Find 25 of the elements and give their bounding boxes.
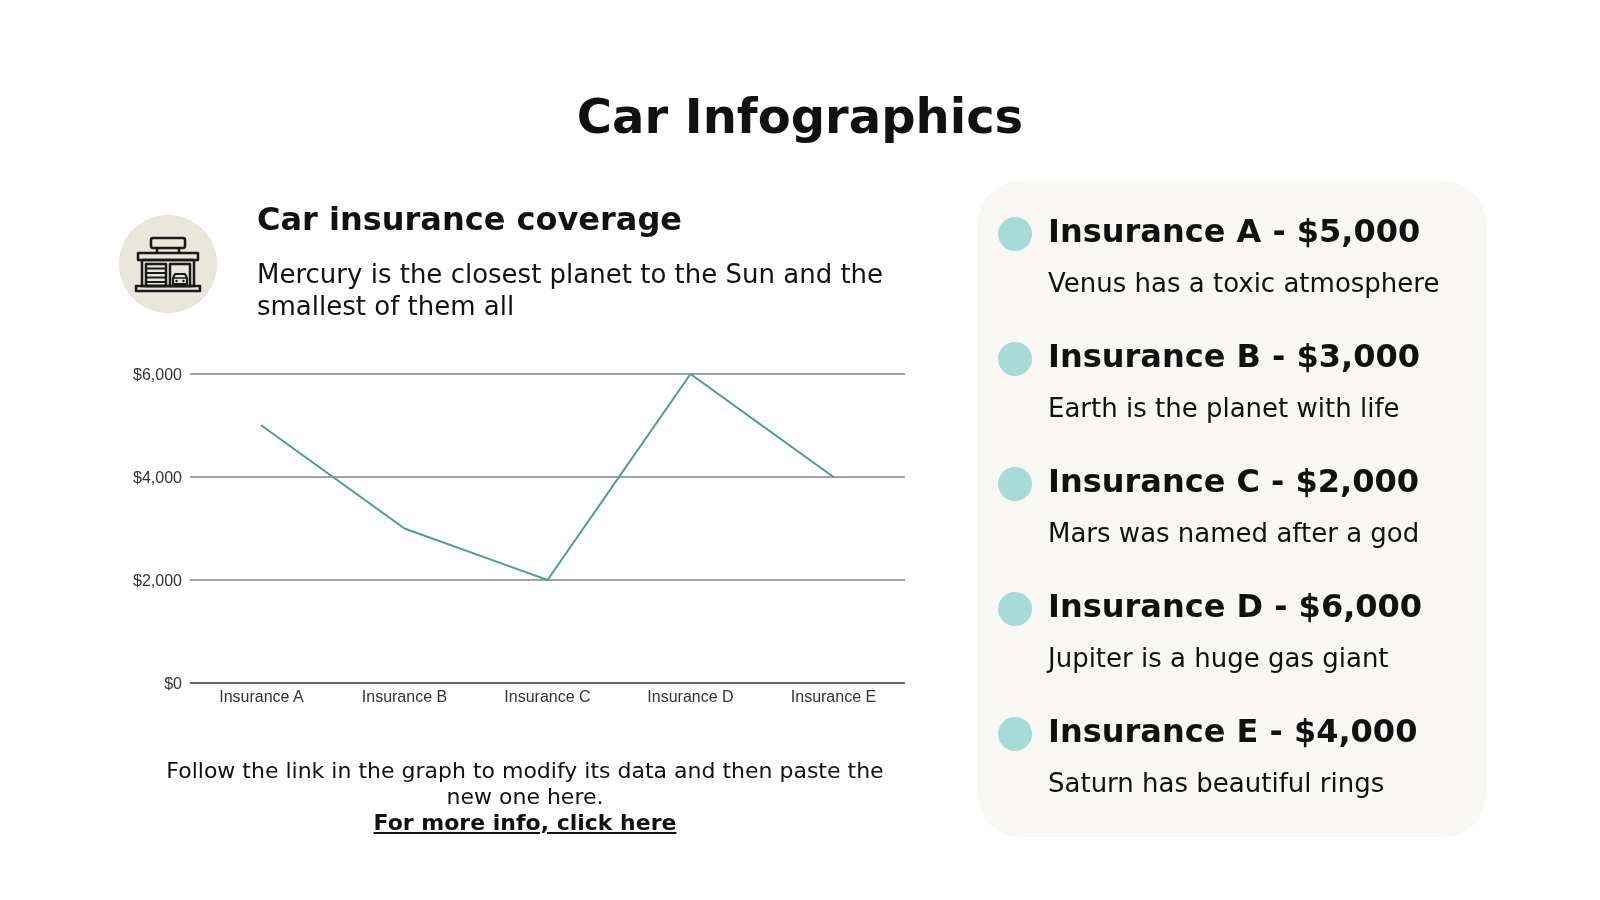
text: Jupiter is a huge gas giant	[1048, 642, 1389, 674]
y-tick-label: $0	[164, 674, 183, 692]
text: Insurance D - $6,000	[1048, 586, 1423, 627]
x-tick-label: Insurance C	[504, 688, 591, 706]
x-tick-label: Insurance E	[790, 688, 877, 706]
text: Insurance C - $2,000	[1048, 461, 1420, 502]
text: Mercury is the closest planet to the Sun and the smallest of them all	[257, 258, 885, 322]
text: Insurance E - $4,000	[1048, 711, 1418, 752]
x-tick-label: Insurance A	[219, 688, 305, 706]
text: Mars was named after a god	[1048, 517, 1420, 549]
text: Saturn has beautiful rings	[1048, 767, 1385, 799]
text: For more info, click here	[373, 810, 677, 835]
line-series	[260, 374, 835, 581]
text: Follow the link in the graph to modify its data and then paste the new one here.	[166, 758, 884, 809]
y-tick-label: $4,000	[133, 468, 183, 486]
y-tick-label: $2,000	[133, 571, 183, 589]
text: Insurance A - $5,000	[1048, 211, 1421, 252]
y-tick-label: $6,000	[133, 365, 183, 383]
text: Venus has a toxic atmosphere	[1048, 267, 1440, 299]
chart-subtitle: Car insurance coverage	[257, 199, 683, 240]
chart-title: Car Infographics	[575, 87, 1025, 146]
text: Earth is the planet with life	[1048, 392, 1400, 424]
x-tick-label: Insurance B	[361, 688, 448, 706]
x-tick-label: Insurance D	[647, 688, 734, 706]
text: Insurance B - $3,000	[1048, 336, 1420, 377]
